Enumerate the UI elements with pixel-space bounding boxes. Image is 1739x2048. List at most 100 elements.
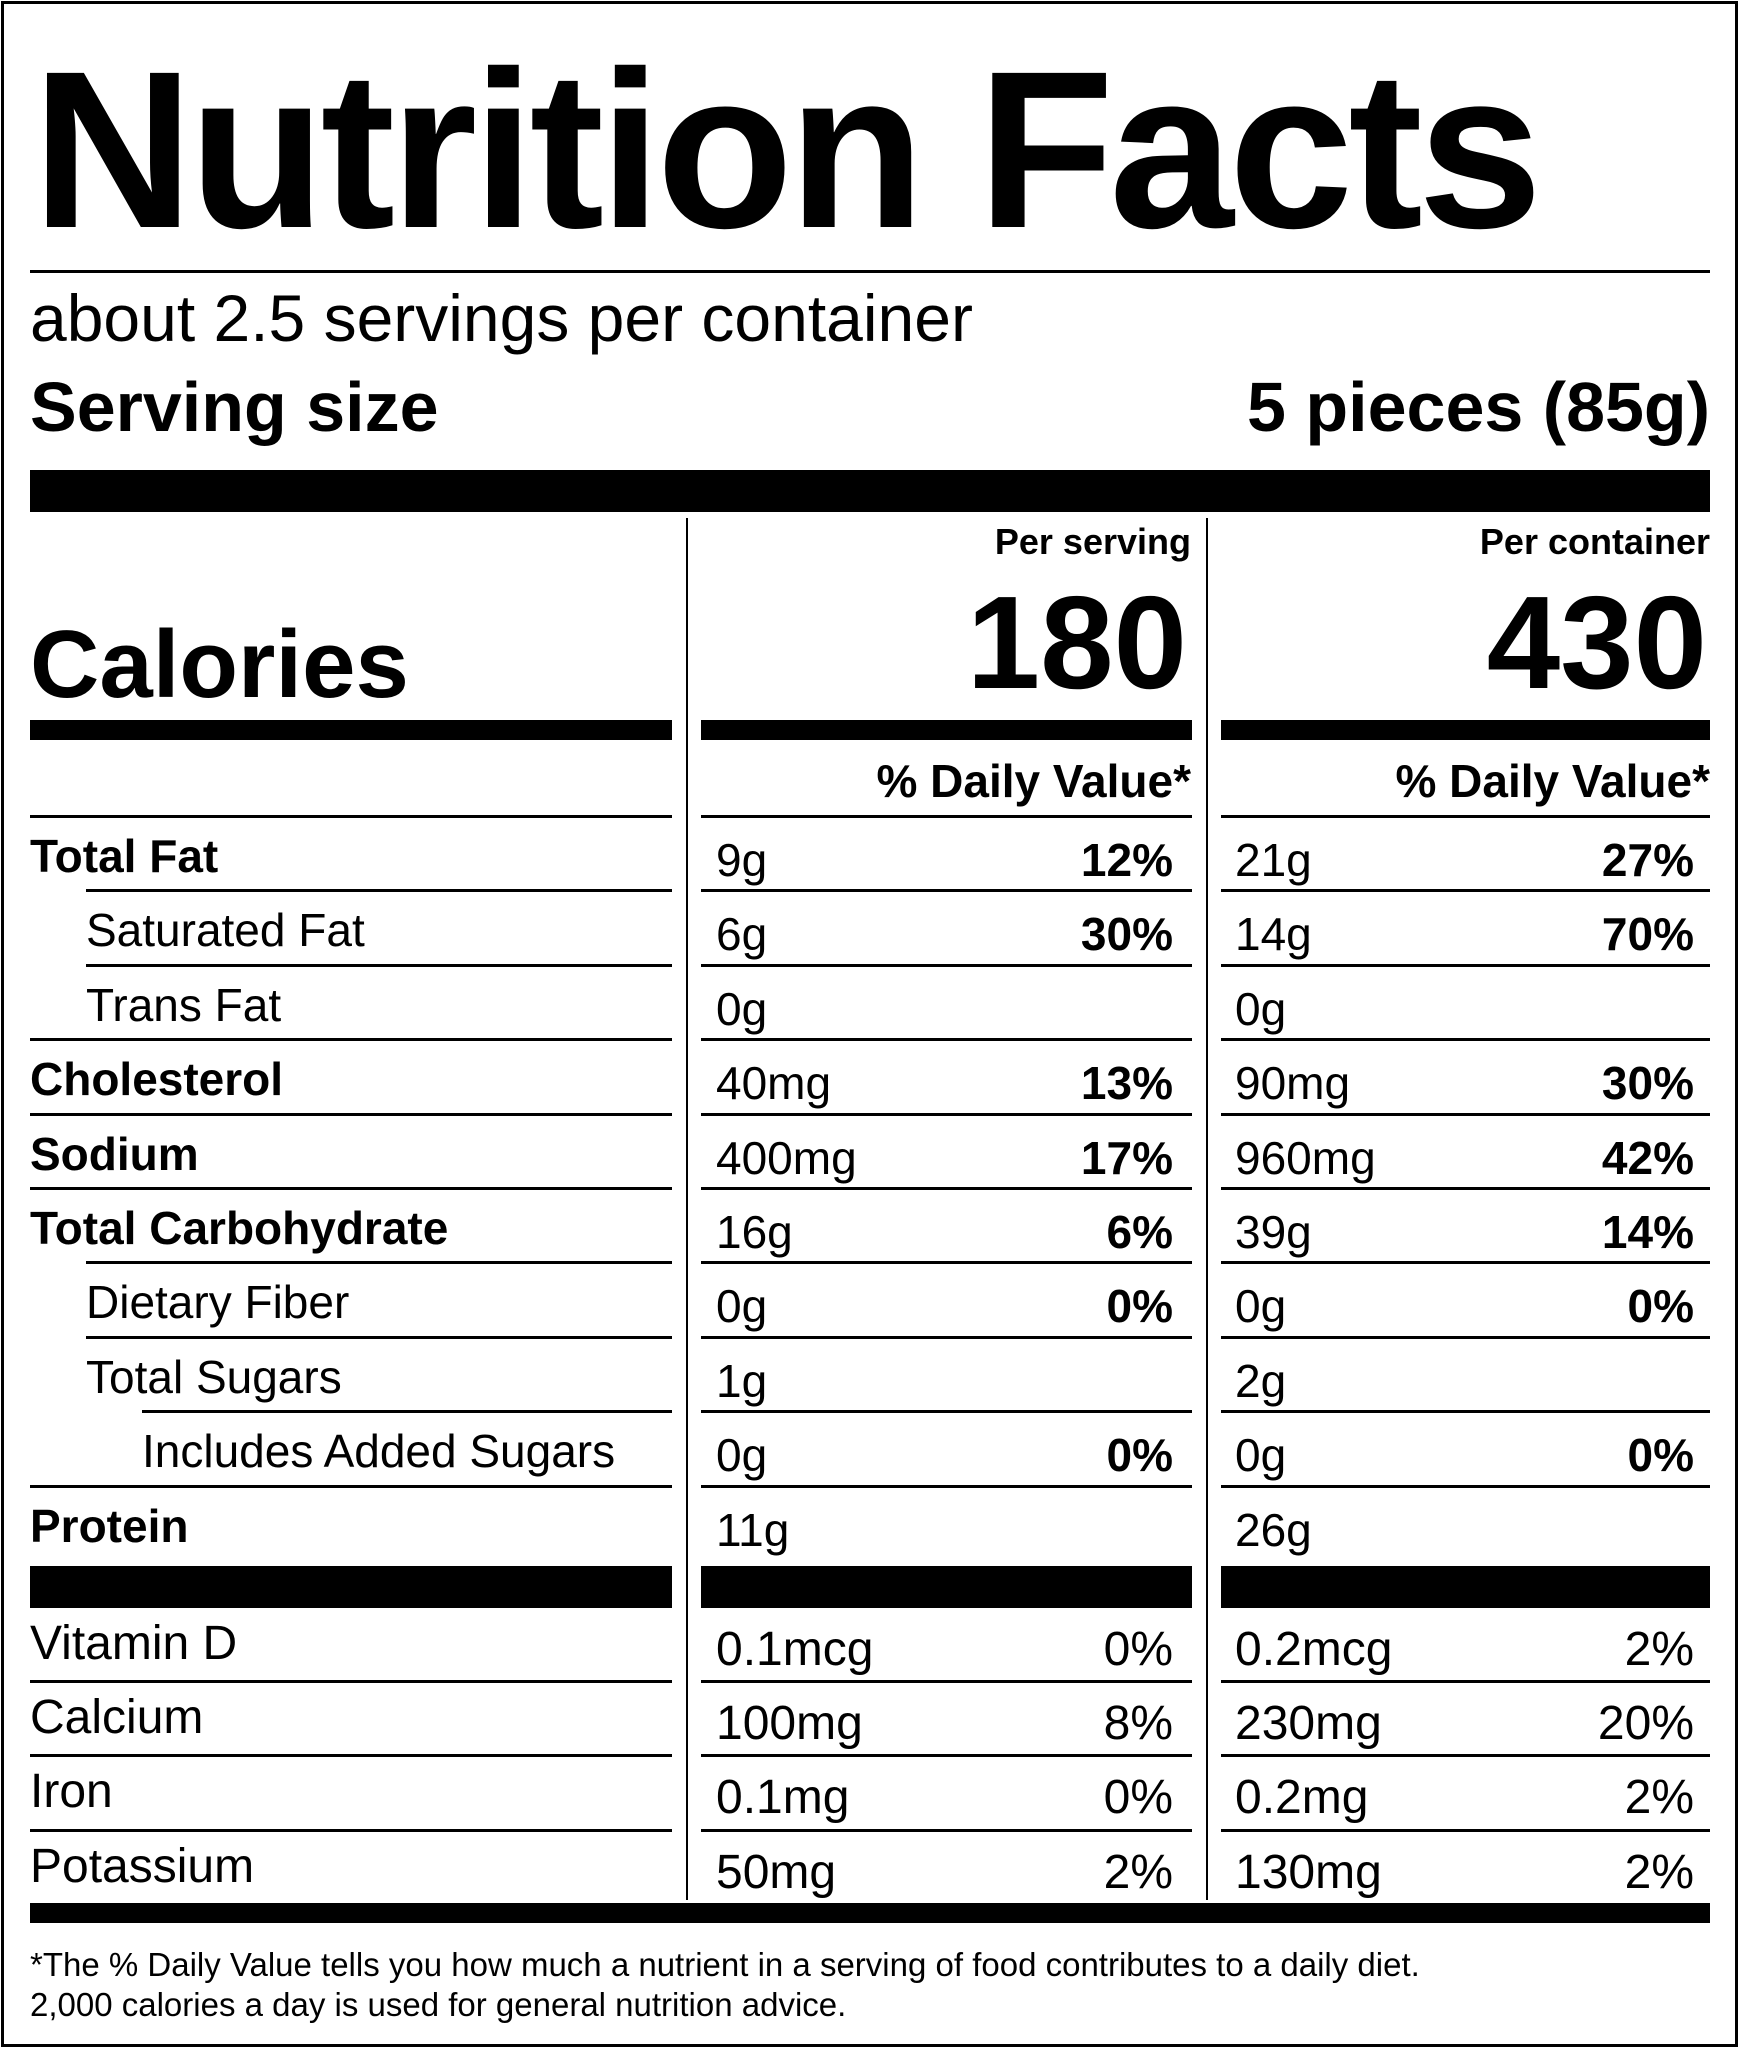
serving-size-label: Serving size xyxy=(30,368,439,446)
row-rule-label xyxy=(86,889,672,892)
vitamin-rule-label xyxy=(30,1680,672,1683)
nutrient-container-amount: 0g xyxy=(1235,983,1287,1035)
vitamin-serving-amount: 50mg xyxy=(716,1846,837,1899)
nutrient-serving-amount: 11g xyxy=(716,1504,790,1556)
calories-rule-label xyxy=(30,720,672,740)
row-rule-serving xyxy=(701,1261,1192,1264)
nutrient-container-amount: 0g xyxy=(1235,1429,1287,1481)
thick-rule-bottom xyxy=(30,1903,1710,1923)
thick-rule-vitamins-container xyxy=(1221,1566,1710,1608)
nutrient-serving-amount: 40mg xyxy=(716,1057,832,1109)
row-rule-container xyxy=(1221,1187,1710,1190)
vitamin-name: Calcium xyxy=(30,1691,204,1744)
row-rule-label xyxy=(30,1187,672,1190)
row-rule-serving xyxy=(701,1038,1192,1041)
servings-per-container: about 2.5 servings per container xyxy=(30,281,973,355)
nutrient-container-dv: 0% xyxy=(1627,1280,1694,1332)
row-rule-label xyxy=(30,815,672,818)
nutrient-name: Protein xyxy=(30,1500,189,1552)
row-rule-container xyxy=(1221,815,1710,818)
per-container-header: Per container xyxy=(1479,521,1710,562)
vitamin-container-dv: 2% xyxy=(1624,1623,1694,1676)
vitamin-container-amount: 130mg xyxy=(1235,1846,1382,1899)
nutrient-container-amount: 14g xyxy=(1235,908,1312,960)
thick-rule-vitamins-label xyxy=(30,1566,672,1608)
per-serving-header: Per serving xyxy=(994,521,1191,562)
thick-rule-top xyxy=(30,470,1710,512)
nutrient-container-amount: 960mg xyxy=(1235,1132,1376,1184)
vitamin-serving-dv: 2% xyxy=(1103,1846,1173,1899)
row-rule-serving xyxy=(701,889,1192,892)
nutrient-serving-amount: 6g xyxy=(716,908,768,960)
nutrient-serving-dv: 0% xyxy=(1106,1429,1173,1481)
nutrient-name: Dietary Fiber xyxy=(86,1276,350,1328)
nutrient-serving-dv: 30% xyxy=(1080,908,1173,960)
nutrient-serving-amount: 0g xyxy=(716,1429,768,1481)
vitamin-serving-amount: 100mg xyxy=(716,1697,863,1750)
serving-size-value: 5 pieces (85g) xyxy=(1247,368,1710,446)
nutrient-container-amount: 90mg xyxy=(1235,1057,1351,1109)
vitamin-container-amount: 0.2mg xyxy=(1235,1771,1369,1824)
row-rule-container xyxy=(1221,1410,1710,1413)
nutrient-serving-dv: 6% xyxy=(1106,1206,1173,1258)
nutrient-serving-dv: 17% xyxy=(1080,1132,1173,1184)
nutrient-container-dv: 14% xyxy=(1601,1206,1694,1258)
footnote-line-2: 2,000 calories a day is used for general… xyxy=(30,1986,847,2023)
vitamin-name: Vitamin D xyxy=(30,1617,238,1670)
nutrient-serving-amount: 1g xyxy=(716,1355,768,1407)
nutrient-name: Includes Added Sugars xyxy=(142,1425,616,1477)
nutrient-serving-dv: 12% xyxy=(1080,834,1173,886)
vitamin-rule-serving xyxy=(701,1680,1192,1683)
vitamin-serving-dv: 0% xyxy=(1103,1623,1173,1676)
nutrient-container-amount: 21g xyxy=(1235,834,1312,886)
vitamin-container-amount: 230mg xyxy=(1235,1697,1382,1750)
row-rule-serving xyxy=(701,1113,1192,1116)
daily-value-header-container: % Daily Value* xyxy=(1395,755,1711,807)
vitamin-name: Iron xyxy=(30,1765,113,1818)
row-rule-container xyxy=(1221,1485,1710,1488)
nutrient-container-dv: 70% xyxy=(1601,908,1694,960)
nutrient-name: Cholesterol xyxy=(30,1053,284,1105)
vitamin-rule-container xyxy=(1221,1829,1710,1832)
vitamin-rule-serving xyxy=(701,1829,1192,1832)
vitamin-container-amount: 0.2mcg xyxy=(1235,1623,1393,1676)
title-rule xyxy=(30,270,1710,273)
nutrient-container-dv: 42% xyxy=(1601,1132,1694,1184)
row-rule-container xyxy=(1221,1113,1710,1116)
nutrient-name: Total Carbohydrate xyxy=(30,1202,449,1254)
nutrient-container-amount: 26g xyxy=(1235,1504,1312,1556)
nutrient-container-amount: 39g xyxy=(1235,1206,1312,1258)
nutrient-name: Saturated Fat xyxy=(86,904,365,956)
nutrient-serving-amount: 400mg xyxy=(716,1132,857,1184)
daily-value-header-serving: % Daily Value* xyxy=(876,755,1192,807)
row-rule-serving xyxy=(701,1485,1192,1488)
calories-rule-container xyxy=(1221,720,1710,740)
label-title: Nutrition Facts xyxy=(32,25,1542,275)
nutrient-name: Sodium xyxy=(30,1128,199,1180)
row-rule-serving xyxy=(701,1336,1192,1339)
calories-rule-serving xyxy=(701,720,1192,740)
nutrient-container-dv: 0% xyxy=(1627,1429,1694,1481)
nutrient-container-amount: 2g xyxy=(1235,1355,1287,1407)
calories-label: Calories xyxy=(30,611,409,718)
nutrient-name: Total Fat xyxy=(30,830,219,882)
row-rule-container xyxy=(1221,889,1710,892)
row-rule-label xyxy=(86,964,672,967)
thick-rule-vitamins-serving xyxy=(701,1566,1192,1608)
nutrient-serving-amount: 0g xyxy=(716,983,768,1035)
vitamin-container-dv: 2% xyxy=(1624,1771,1694,1824)
column-divider-2 xyxy=(1206,518,1208,1900)
vitamin-rule-container xyxy=(1221,1754,1710,1757)
nutrient-name: Total Sugars xyxy=(86,1351,342,1403)
vitamin-container-dv: 20% xyxy=(1597,1697,1694,1750)
row-rule-serving xyxy=(701,1187,1192,1190)
nutrient-name: Trans Fat xyxy=(86,979,282,1031)
vitamin-serving-dv: 0% xyxy=(1103,1771,1173,1824)
vitamin-serving-amount: 0.1mcg xyxy=(716,1623,874,1676)
row-rule-container xyxy=(1221,1261,1710,1264)
row-rule-label xyxy=(86,1336,672,1339)
nutrient-serving-amount: 9g xyxy=(716,834,768,886)
vitamin-name: Potassium xyxy=(30,1840,255,1893)
